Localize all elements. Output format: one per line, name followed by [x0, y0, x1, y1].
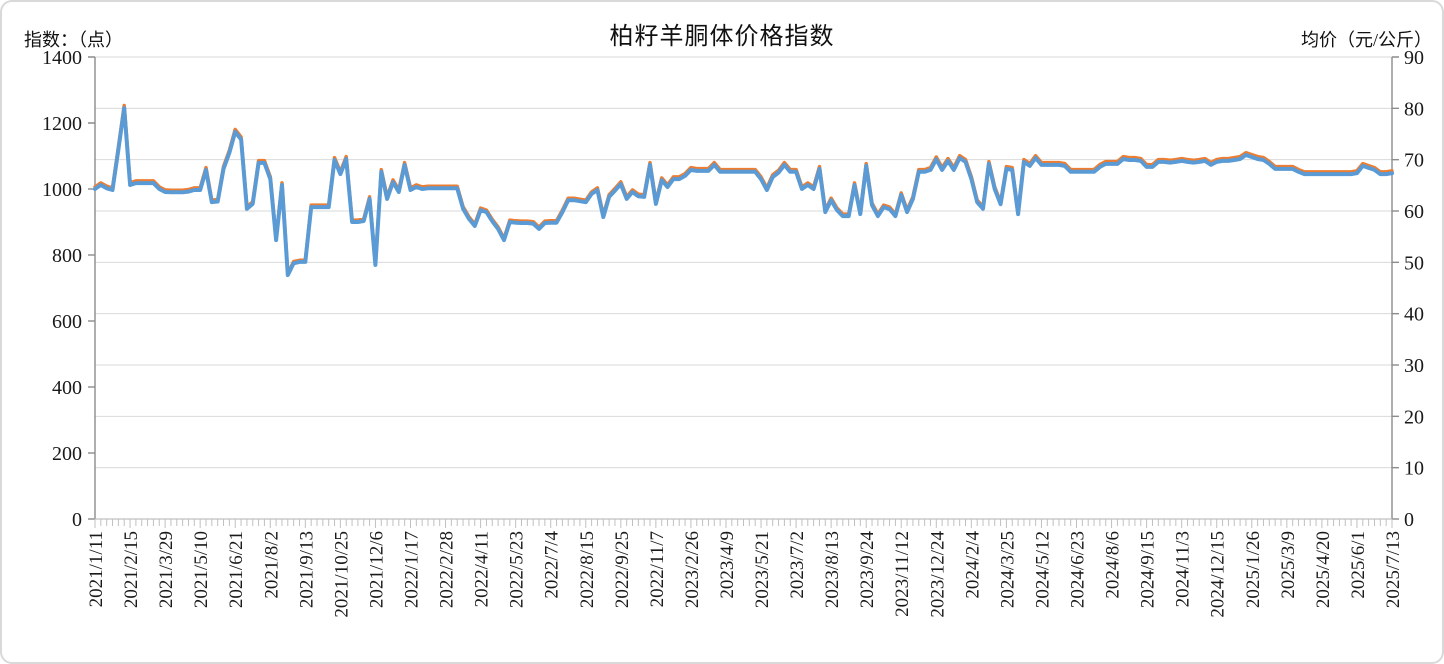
left-axis-tick-label: 1400	[42, 47, 82, 69]
x-axis-tick-label: 2024/12/15	[1208, 531, 1229, 618]
x-axis-tick-label: 2021/6/21	[226, 531, 247, 608]
x-axis-tick-label: 2024/3/25	[997, 531, 1018, 608]
right-axis-title: 均价（元/公斤）	[1300, 30, 1432, 50]
right-axis-tick-label: 10	[1404, 458, 1424, 480]
left-axis-tick-label: 0	[72, 509, 82, 531]
x-axis-tick-label: 2022/9/25	[612, 531, 633, 608]
x-axis-tick-label: 2021/12/6	[366, 531, 387, 608]
x-axis-tick-label: 2023/5/21	[752, 531, 773, 608]
x-axis-tick-label: 2021/10/25	[331, 531, 352, 618]
x-axis-tick-label: 2022/2/28	[437, 531, 458, 608]
right-axis-tick-label: 60	[1404, 201, 1424, 223]
right-axis-tick-label: 40	[1404, 304, 1424, 326]
x-axis-tick-label: 2021/2/15	[121, 531, 142, 608]
x-axis-tick-label: 2025/7/13	[1383, 531, 1404, 608]
x-axis-tick-label: 2025/3/9	[1278, 531, 1299, 599]
x-axis-tick-label: 2024/5/12	[1032, 531, 1053, 608]
x-axis-tick-label: 2022/1/17	[401, 531, 422, 608]
x-axis-tick-label: 2023/8/13	[822, 531, 843, 608]
left-axis-tick-label: 800	[52, 245, 82, 267]
x-axis-tick-label: 2021/8/2	[261, 531, 282, 599]
x-axis-tick-label: 2022/4/11	[472, 531, 493, 607]
x-axis-tick-label: 2024/6/23	[1068, 531, 1089, 608]
x-axis-tick-label: 2024/8/6	[1103, 531, 1124, 599]
x-axis-tick-label: 2023/9/24	[857, 531, 878, 609]
x-axis-tick-label: 2023/12/24	[927, 531, 948, 618]
x-axis-tick-label: 2025/6/1	[1348, 531, 1369, 599]
x-axis-tick-label: 2025/1/26	[1243, 531, 1264, 608]
left-axis-tick-label: 1200	[42, 113, 82, 135]
right-axis-tick-label: 0	[1404, 509, 1414, 531]
right-axis-tick-label: 20	[1404, 406, 1424, 428]
x-axis-tick-label: 2023/11/12	[892, 531, 913, 617]
x-axis-tick-label: 2023/4/9	[717, 531, 738, 599]
x-axis-tick-label: 2021/3/29	[156, 531, 177, 608]
x-axis-tick-label: 2023/2/26	[682, 531, 703, 608]
price-line-series	[93, 103, 1394, 276]
x-axis-tick-label: 2022/5/23	[507, 531, 528, 608]
right-axis-tick-label: 70	[1404, 150, 1424, 172]
x-axis-tick-label: 2022/7/4	[542, 531, 563, 599]
left-axis-title: 指数：（点）	[24, 30, 123, 50]
x-axis-tick-label: 2021/1/11	[86, 531, 107, 607]
right-axis-tick-label: 50	[1404, 252, 1424, 274]
left-axis-tick-label: 200	[52, 443, 82, 465]
x-axis-tick-label: 2025/4/20	[1313, 531, 1334, 608]
right-axis-tick-label: 30	[1404, 355, 1424, 377]
left-axis-tick-label: 400	[52, 377, 82, 399]
chart-title: 柏籽羊胴体价格指数	[609, 24, 835, 50]
right-axis-tick-label: 80	[1404, 98, 1424, 120]
x-axis-tick-label: 2024/11/3	[1173, 531, 1194, 607]
x-axis-tick-label: 2022/11/7	[647, 531, 668, 607]
x-axis-tick-label: 2022/8/15	[577, 531, 598, 608]
x-axis-tick-label: 2021/5/10	[191, 531, 212, 608]
left-axis-tick-label: 1000	[42, 179, 82, 201]
index-line-series	[93, 106, 1394, 278]
right-axis-tick-label: 90	[1404, 47, 1424, 69]
left-axis-tick-label: 600	[52, 311, 82, 333]
x-axis-tick-label: 2024/2/4	[962, 531, 983, 599]
x-axis-tick-label: 2024/9/15	[1138, 531, 1159, 608]
x-axis-tick-label: 2023/7/2	[787, 531, 808, 599]
x-axis-tick-label: 2021/9/13	[296, 531, 317, 608]
